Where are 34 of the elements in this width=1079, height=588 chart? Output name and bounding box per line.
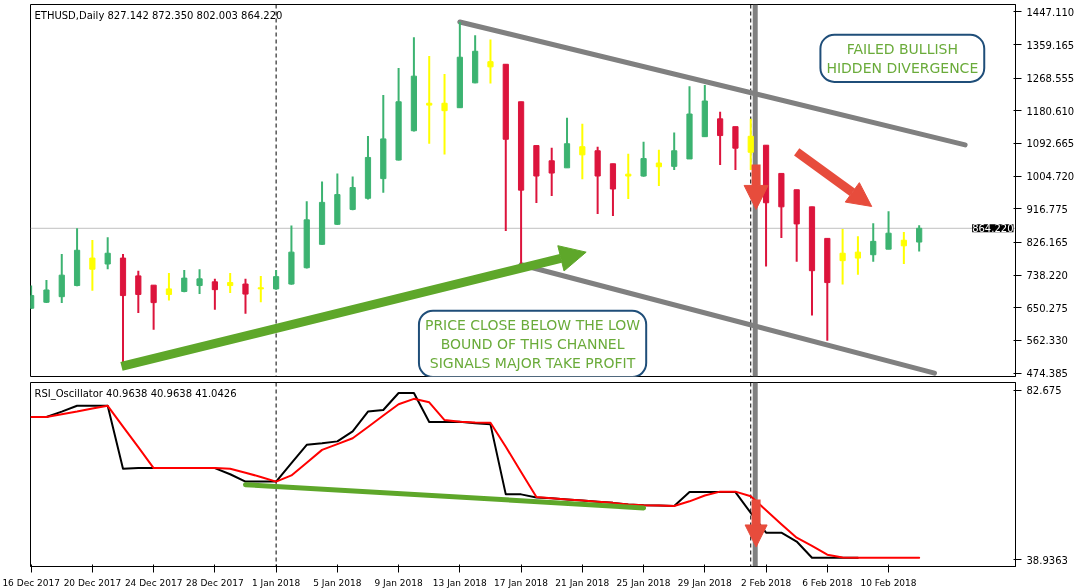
text: ETHUSD,Daily 827.142 872.350 802.003 864.220: [34, 9, 283, 21]
y-tick-label: 562.330: [1026, 335, 1068, 347]
y-tick-label: 82.675: [1026, 385, 1062, 397]
text: RSI_Oscillator 40.9638 40.9638 41.0426: [34, 387, 237, 400]
x-tick-label: 20 Dec 2017: [63, 577, 122, 588]
x-tick-label: 28 Dec 2017: [186, 577, 244, 588]
y-tick-label: 1447.110: [1026, 6, 1075, 18]
x-tick-label: 29 Jan 2018: [677, 577, 733, 588]
x-tick-label: 10 Feb 2018: [860, 577, 917, 588]
y-tick-label: 1092.665: [1026, 138, 1075, 150]
x-tick-label: 6 Feb 2018: [802, 577, 853, 588]
y-tick-label: 1180.610: [1026, 105, 1075, 117]
annotation: FAILED BULLISH HIDDEN DIVERGENCE: [826, 40, 979, 76]
x-tick-label: 2 Feb 2018: [740, 577, 792, 588]
x-tick-label: 17 Jan 2018: [494, 577, 549, 588]
x-tick-label: 25 Jan 2018: [616, 577, 671, 588]
x-tick-label: 13 Jan 2018: [432, 577, 488, 588]
x-tick-label: 1 Jan 2018: [252, 577, 301, 588]
x-tick-label: 21 Jan 2018: [555, 577, 610, 588]
x-tick-label: 24 Dec 2017: [124, 577, 183, 588]
y-tick-label: 474.385: [1026, 368, 1068, 380]
y-tick-label: 826.165: [1026, 237, 1068, 249]
y-tick-label: 738.220: [1026, 270, 1068, 282]
y-tick-label: 916.775: [1026, 203, 1068, 215]
x-tick-label: 5 Jan 2018: [313, 577, 362, 588]
ref-line-label: 864.220: [972, 223, 1014, 235]
x-tick-label: 16 Dec 2017: [2, 577, 60, 588]
annotation: PRICE CLOSE BELOW THE LOW BOUND OF THIS CHANNEL SIGNALS MAJOR TAKE PROFIT: [424, 316, 641, 372]
y-tick-label: 38.9363: [1026, 554, 1068, 566]
y-tick-label: 1004.720: [1026, 171, 1075, 183]
y-tick-label: 650.275: [1026, 302, 1068, 314]
y-tick-label: 1359.165: [1026, 39, 1075, 51]
y-tick-label: 1268.555: [1026, 73, 1075, 85]
x-tick-label: 9 Jan 2018: [374, 577, 423, 588]
